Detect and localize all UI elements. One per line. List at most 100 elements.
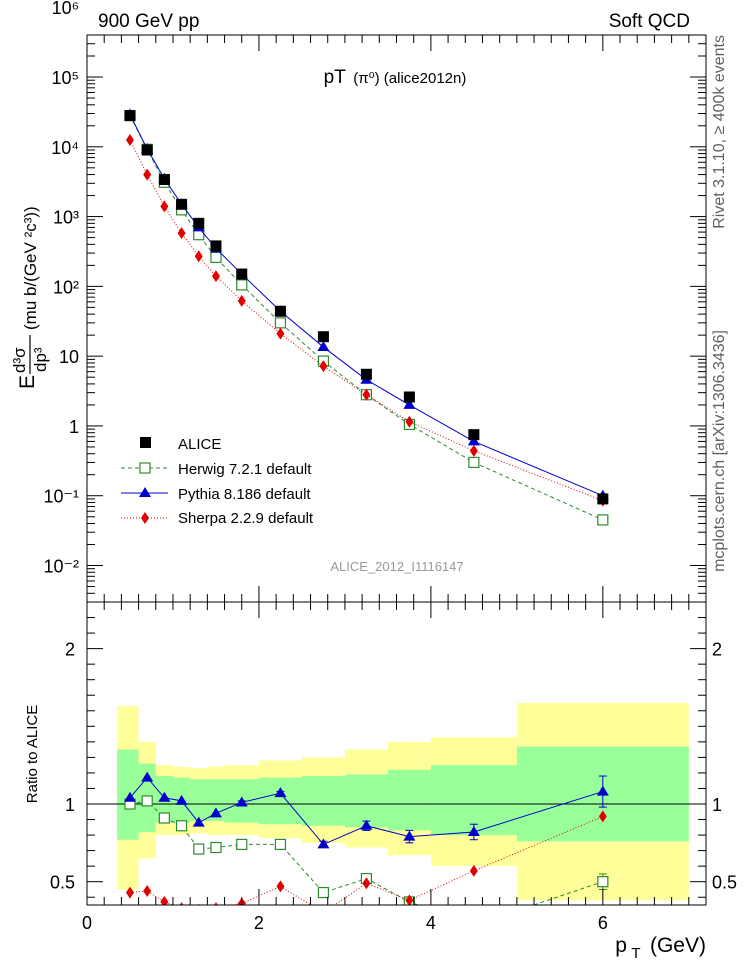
data-marker-sherpa <box>143 885 152 898</box>
band-inner <box>301 776 345 826</box>
rivet-version-label: Rivet 3.1.10, ≥ 400k events <box>711 35 728 229</box>
data-marker-alice <box>193 217 205 229</box>
legend-label-pythia: Pythia 8.186 default <box>178 486 311 503</box>
data-marker-sherpa <box>405 894 414 905</box>
ratio-y-axis-label: Ratio to ALICE <box>24 705 41 803</box>
ratio-y-tick-label-left: 0.5 <box>50 873 75 893</box>
data-marker-sherpa <box>214 902 218 905</box>
data-marker-pythia <box>175 794 188 805</box>
band-inner <box>387 769 431 831</box>
ratio-x-ticks: 0 2 4 6 <box>82 602 690 933</box>
data-marker-sherpa <box>160 200 169 213</box>
data-marker-herwig <box>236 279 248 291</box>
data-marker-pythia <box>209 807 222 818</box>
y-tick-label: 10 <box>59 347 79 367</box>
data-marker-sherpa <box>405 415 414 428</box>
plot-title-sub: (π⁰) (alice2012n) <box>353 70 466 87</box>
data-marker-sherpa <box>319 360 328 373</box>
data-marker-sherpa <box>177 227 186 240</box>
band-inner <box>258 777 302 825</box>
plot-title-main: pT <box>324 67 347 88</box>
main-x-ticks <box>86 35 690 602</box>
data-marker-sherpa <box>125 886 134 899</box>
y-tick-label: 10⁻¹ <box>43 487 79 507</box>
ratio-panel: 0.5 0.5 1 1 2 2 0 2 4 6 Ratio to ALICE p T (GeV) <box>24 601 737 962</box>
ratio-y-ticks: 0.5 0.5 1 1 2 2 <box>50 601 737 898</box>
x-axis-label: p T (GeV) <box>615 934 706 962</box>
data-marker-herwig <box>236 838 248 851</box>
data-marker-alice <box>360 368 372 380</box>
data-marker-sherpa <box>160 895 169 905</box>
legend-label-alice: ALICE <box>178 436 221 453</box>
data-marker-sherpa <box>125 134 134 147</box>
y-label-units: (mu b/(GeV ²c³)) <box>21 206 40 330</box>
y-tick-label: 10⁴ <box>51 138 79 158</box>
mcplots-label: mcplots.cern.ch [arXiv:1306.3436] <box>711 330 728 572</box>
data-marker-herwig <box>158 812 170 824</box>
legend-entry-sherpa: Sherpa 2.2.9 default <box>121 510 314 527</box>
ratio-series <box>123 771 609 930</box>
data-marker-sherpa <box>143 168 152 181</box>
legend-entry-alice: ALICE <box>140 436 221 453</box>
x-tick-label: 2 <box>254 913 264 933</box>
main-panel: 10⁻² 10⁻¹ 1 10 10² 10³ 10⁴ 10⁵ 10⁶ pT (π⁰) (alic… <box>10 0 707 603</box>
data-marker-pythia <box>158 791 171 802</box>
data-marker-herwig <box>597 876 609 888</box>
ratio-y-tick-label-left: 2 <box>65 640 75 660</box>
series-sherpa <box>125 134 607 507</box>
data-marker-alice <box>141 144 153 156</box>
data-marker-sherpa <box>211 270 220 283</box>
data-marker-alice <box>403 391 415 403</box>
data-marker-herwig <box>210 251 222 264</box>
data-marker-sherpa <box>276 327 285 340</box>
ratio-y-tick-label-right: 0.5 <box>712 873 737 893</box>
data-marker-alice <box>468 429 480 441</box>
data-marker-alice <box>597 493 609 505</box>
data-marker-herwig <box>274 317 287 329</box>
data-marker-sherpa <box>362 877 371 890</box>
data-marker-herwig <box>469 920 479 930</box>
data-marker-pythia <box>235 796 248 807</box>
x-tick-label: 6 <box>598 913 608 933</box>
band-inner <box>344 774 388 828</box>
band-inner <box>190 779 208 822</box>
data-marker-pythia <box>467 435 480 446</box>
data-marker-sherpa <box>276 880 285 893</box>
legend-label-sherpa: Sherpa 2.2.9 default <box>178 510 314 527</box>
data-marker-sherpa <box>598 810 607 823</box>
y-tick-label: 10⁵ <box>52 68 79 88</box>
x-label-unit: (GeV) <box>650 934 706 957</box>
data-marker-herwig <box>193 843 205 855</box>
x-tick-label: 4 <box>426 913 436 933</box>
legend-entry-herwig: Herwig 7.2.1 default <box>121 461 312 478</box>
ratio-series-sherpa <box>125 810 607 905</box>
data-marker-sherpa <box>194 250 203 263</box>
data-marker-sherpa <box>469 444 478 457</box>
data-marker-alice <box>210 240 222 252</box>
legend-label-herwig: Herwig 7.2.1 default <box>178 461 312 478</box>
data-marker-pythia <box>467 825 480 836</box>
data-marker-herwig <box>274 838 287 851</box>
data-marker-herwig <box>175 820 188 832</box>
data-marker-pythia <box>123 791 136 802</box>
y-label-e: E <box>16 375 39 389</box>
main-y-ticks: 10⁻² 10⁻¹ 1 10 10² 10³ 10⁴ 10⁵ 10⁶ <box>43 0 706 603</box>
ratio-series-pythia <box>123 771 609 849</box>
data-marker-pythia <box>360 819 373 830</box>
plot-title: pT (π⁰) (alice2012n) <box>324 67 467 88</box>
data-marker-sherpa <box>362 388 371 401</box>
data-marker-alice <box>176 198 188 210</box>
ratio-y-tick-label-right: 2 <box>712 640 722 660</box>
data-marker-herwig <box>317 886 330 899</box>
data-marker-sherpa <box>179 902 184 905</box>
series-data <box>124 110 609 505</box>
band-inner <box>207 779 225 822</box>
data-marker-pythia <box>317 341 330 352</box>
data-marker-herwig <box>597 514 609 526</box>
legend-marker-sherpa <box>141 512 149 524</box>
legend-marker-herwig <box>139 462 151 474</box>
y-tick-label: 10³ <box>53 208 79 228</box>
main-series <box>123 108 609 526</box>
data-marker-alice <box>236 268 248 280</box>
data-marker-alice <box>274 305 286 317</box>
